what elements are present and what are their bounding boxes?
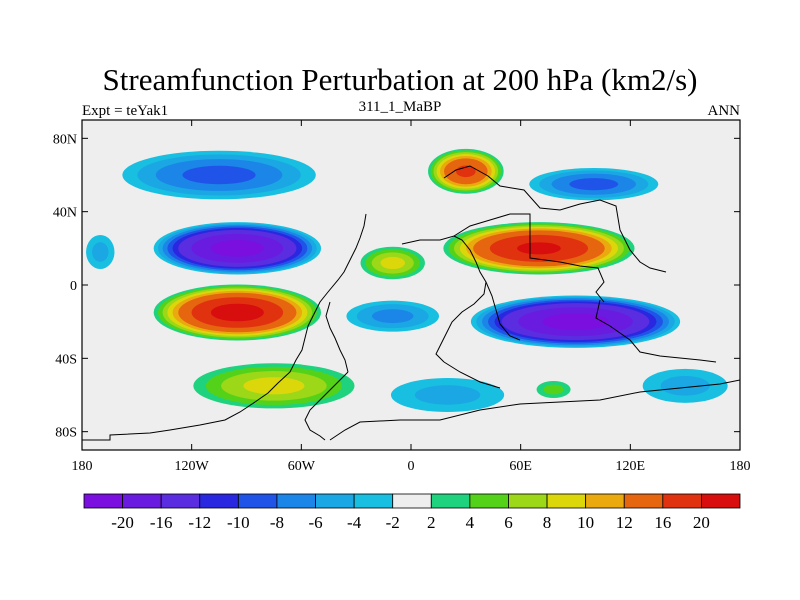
- colorbar-swatch: [623, 493, 664, 509]
- colorbar-label: -6: [308, 513, 322, 532]
- colorbar-label: 10: [577, 513, 594, 532]
- x-tick-label: 60E: [509, 459, 532, 474]
- feature-south-indian-high: [536, 381, 571, 398]
- contour-band--8: [569, 178, 619, 191]
- americas-east-coast: [304, 371, 349, 441]
- feature-north-america-low: [153, 222, 322, 275]
- feature-atlantic-low: [346, 300, 440, 332]
- colorbar-label: -20: [111, 513, 134, 532]
- colorbar-swatch: [508, 493, 548, 509]
- colorbar-label: -12: [188, 513, 211, 532]
- contour-band-4: [543, 384, 564, 395]
- colorbar-swatch: [701, 493, 741, 509]
- feature-asia-high: [443, 222, 635, 275]
- colorbar-swatch: [83, 493, 123, 509]
- coastline-layer: [82, 165, 740, 441]
- y-tick-label: 40S: [55, 352, 77, 367]
- x-tick-label: 60W: [288, 459, 316, 474]
- colorbar: -20 -16 -12 -10 -8 -6 -4 -2 2 4 6 8 10 12 16 20: [83, 493, 741, 532]
- contour-band-8: [243, 377, 305, 395]
- colorbar-swatch: [122, 493, 162, 509]
- south-africa-coast: [443, 361, 501, 389]
- feature-europe-high: [428, 148, 504, 194]
- feature-north-pacific-low: [122, 150, 316, 200]
- x-tick-label: 180: [730, 459, 751, 474]
- feature-south-ocean-low: [390, 378, 505, 412]
- colorbar-label: 12: [616, 513, 633, 532]
- contour-band-20: [517, 242, 561, 255]
- feature-atlantic-high: [360, 246, 425, 280]
- colorbar-swatch: [237, 493, 278, 509]
- feature-indian-ocean-low: [470, 295, 681, 348]
- contour-band--6: [372, 309, 414, 324]
- feature-south-east-pacific-low: [642, 368, 728, 403]
- y-axis: 80N 40N 0 40S 80S: [53, 132, 740, 441]
- colorbar-label: 2: [427, 513, 436, 532]
- case-label: 311_1_MaBP: [358, 99, 442, 115]
- colorbar-swatch: [276, 493, 316, 509]
- chart-title: Streamfunction Perturbation at 200 hPa (…: [102, 62, 698, 97]
- antarctica-coast: [329, 379, 740, 441]
- colorbar-swatch: [199, 493, 239, 509]
- colorbar-swatch: [662, 493, 702, 509]
- x-axis: 180 120W 60W 0 60E 120E 180: [72, 120, 751, 474]
- x-tick-label: 0: [408, 459, 415, 474]
- colorbar-label: 8: [543, 513, 552, 532]
- colorbar-label: -2: [386, 513, 400, 532]
- colorbar-swatch: [469, 493, 509, 509]
- eurasia-south: [453, 213, 605, 303]
- feature-south-america-high: [153, 284, 322, 341]
- colorbar-label: 4: [466, 513, 475, 532]
- colorbar-swatch: [160, 493, 201, 509]
- colorbar-swatch: [315, 493, 355, 509]
- contour-band--4: [414, 385, 481, 405]
- contour-band-8: [380, 256, 405, 270]
- colorbar-label: -8: [270, 513, 284, 532]
- experiment-label: Expt = teYak1: [82, 103, 169, 119]
- colorbar-swatch: [430, 493, 471, 509]
- colorbar-swatch: [353, 493, 394, 509]
- south-america-east: [325, 301, 349, 373]
- colorbar-label: -10: [227, 513, 250, 532]
- contour-band--20: [210, 240, 264, 257]
- x-tick-label: 120W: [175, 459, 210, 474]
- colorbar-swatch: [546, 493, 587, 509]
- africa-east: [485, 281, 521, 341]
- x-tick-label: 120E: [616, 459, 646, 474]
- contour-band--8: [182, 165, 256, 185]
- contour-band--4: [660, 376, 710, 396]
- feature-south-pacific-high-tail: [193, 363, 355, 409]
- colorbar-swatch: [585, 493, 625, 509]
- season-label: ANN: [707, 103, 741, 119]
- contour-fill-layer: [86, 148, 728, 412]
- colorbar-label: 16: [654, 513, 671, 532]
- colorbar-label: 6: [504, 513, 513, 532]
- feature-north-asia-low: [529, 167, 659, 201]
- contour-band--4: [92, 242, 109, 262]
- eurasia-north: [443, 165, 667, 273]
- x-tick-label: 180: [72, 459, 93, 474]
- colorbar-swatch: [392, 493, 432, 509]
- y-tick-label: 80N: [53, 132, 77, 147]
- colorbar-label: -4: [347, 513, 362, 532]
- colorbar-label: -16: [150, 513, 173, 532]
- feature-tropical-pacific-low-west: [86, 235, 115, 269]
- colorbar-label: 20: [693, 513, 710, 532]
- contour-band--20: [542, 313, 609, 330]
- y-tick-label: 80S: [55, 426, 77, 441]
- y-tick-label: 40N: [53, 206, 77, 221]
- contour-band-20: [210, 303, 264, 322]
- y-tick-label: 0: [70, 279, 77, 294]
- australia-coast: [595, 299, 717, 363]
- americas-west-coast: [82, 213, 367, 441]
